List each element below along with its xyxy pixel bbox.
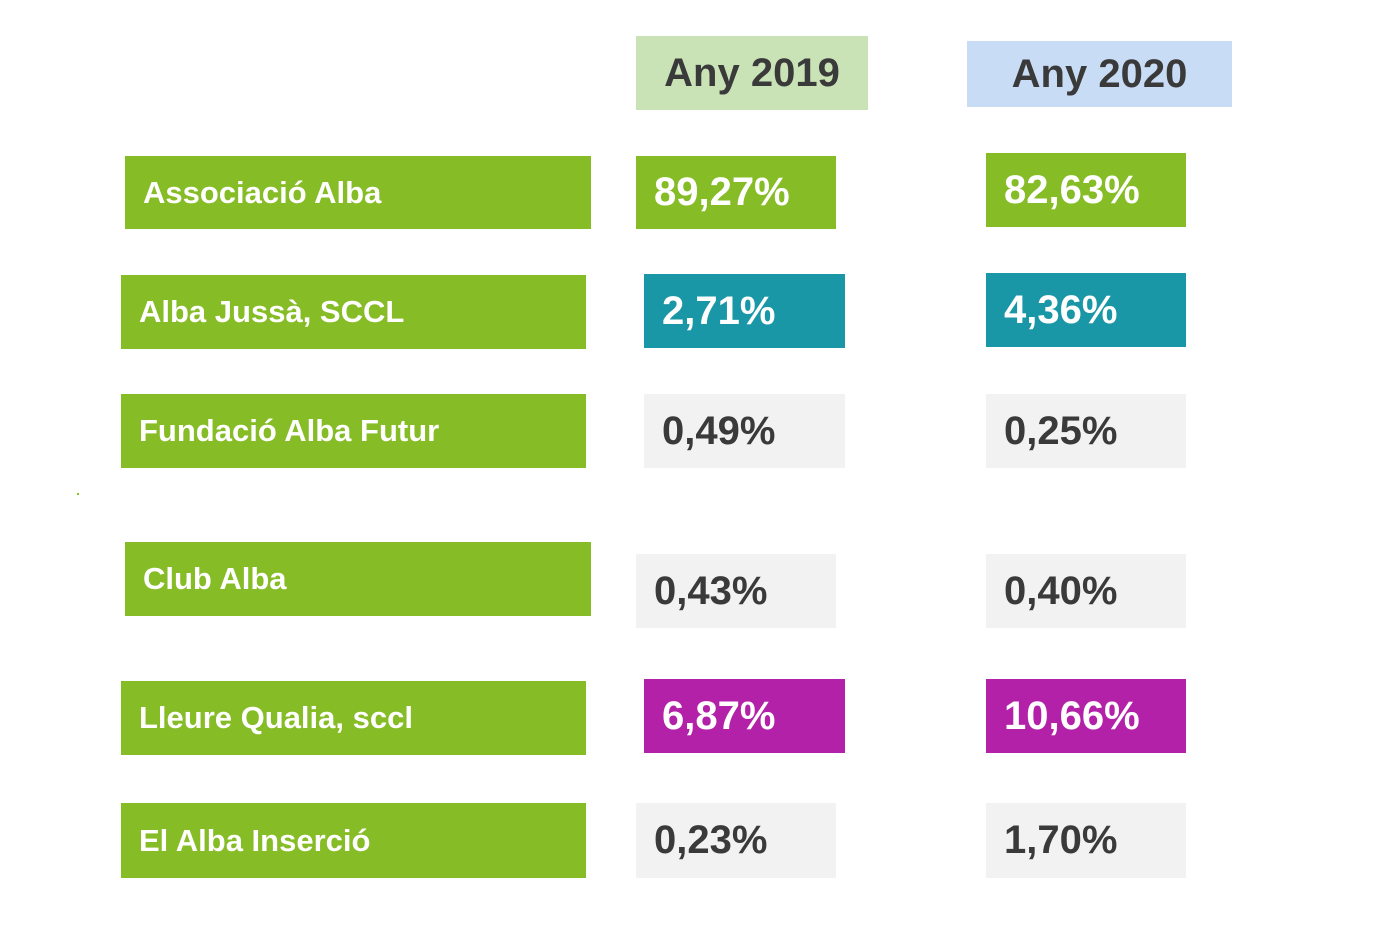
row-label-lleure-qualia: Lleure Qualia, sccl [121, 681, 586, 755]
stray-dot [77, 493, 79, 495]
value-2020-lleure-qualia: 10,66% [986, 679, 1186, 753]
value-2019-associacio-alba: 89,27% [636, 156, 836, 229]
value-2020-fundacio-alba-futur: 0,25% [986, 394, 1186, 468]
value-2020-associacio-alba: 82,63% [986, 153, 1186, 227]
value-2020-el-alba-insercio: 1,70% [986, 803, 1186, 878]
value-2020-club-alba: 0,40% [986, 554, 1186, 628]
column-header-2019: Any 2019 [636, 36, 868, 110]
value-2019-fundacio-alba-futur: 0,49% [644, 394, 845, 468]
row-label-associacio-alba: Associació Alba [125, 156, 591, 229]
value-2020-alba-jussa: 4,36% [986, 273, 1186, 347]
row-label-el-alba-insercio: El Alba Inserció [121, 803, 586, 878]
value-2019-alba-jussa: 2,71% [644, 274, 845, 348]
value-2019-lleure-qualia: 6,87% [644, 679, 845, 753]
value-2019-club-alba: 0,43% [636, 554, 836, 628]
row-label-club-alba: Club Alba [125, 542, 591, 616]
row-label-alba-jussa: Alba Jussà, SCCL [121, 275, 586, 349]
row-label-fundacio-alba-futur: Fundació Alba Futur [121, 394, 586, 468]
column-header-2020: Any 2020 [967, 41, 1232, 107]
value-2019-el-alba-insercio: 0,23% [636, 803, 836, 878]
